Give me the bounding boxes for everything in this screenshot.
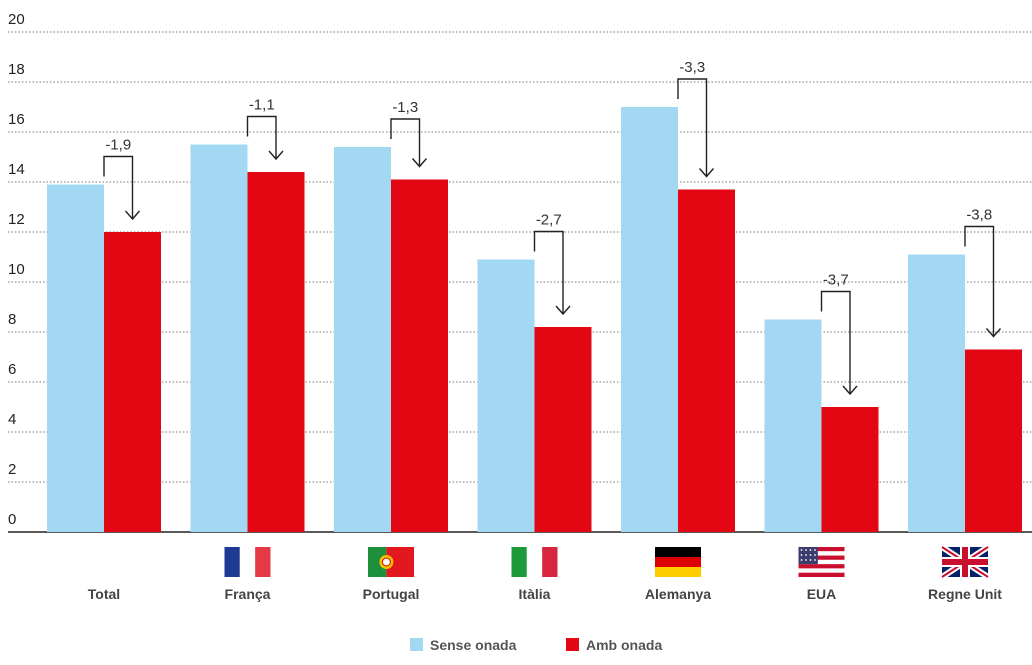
difference-bracket [103, 155, 134, 219]
bar-amb-onada [678, 189, 735, 532]
bar-sense-onada [190, 144, 248, 532]
legend-label: Amb onada [586, 637, 662, 653]
category-label: Itàlia [519, 586, 551, 602]
y-tick-label: 16 [8, 111, 25, 128]
legend: Sense onada Amb onada [410, 637, 662, 653]
category-label: Portugal [363, 586, 420, 602]
y-tick-label: 8 [8, 311, 16, 328]
difference-bracket [246, 115, 277, 159]
bar-sense-onada [908, 254, 965, 532]
country-flags [224, 544, 990, 580]
y-tick-label: 2 [8, 461, 16, 478]
legend-swatch [566, 638, 579, 651]
italy-flag [511, 547, 558, 577]
legend-swatch [410, 638, 423, 651]
x-axis-labels: Total França Portugal Itàlia Alemanya EUA Regn… [88, 586, 1002, 602]
bar-sense-onada [764, 319, 822, 532]
difference-label: -2,7 [536, 212, 562, 229]
y-tick-label: 12 [8, 211, 25, 228]
difference-label: -3,8 [966, 207, 992, 224]
y-tick-label: 4 [8, 411, 16, 428]
arrowhead-icon [985, 328, 1002, 338]
arrowhead-icon [555, 305, 571, 316]
y-tick-label: 14 [8, 161, 25, 178]
difference-bracket [964, 225, 995, 337]
category-label: Total [88, 586, 120, 602]
germany-flag [655, 547, 701, 577]
y-tick-label: 0 [8, 511, 16, 528]
difference-label: -1,1 [249, 97, 275, 114]
category-label: Regne Unit [928, 586, 1002, 602]
arrowhead-icon [124, 210, 141, 221]
bar-sense-onada [47, 184, 104, 532]
difference-bracket [677, 78, 708, 177]
bar-amb-onada [965, 349, 1022, 532]
bar-amb-onada [534, 327, 592, 532]
difference-arrows: -1,9 -1,1 -1,3 -2,7 -3,3 -3,7 -3,8 [103, 59, 1002, 396]
difference-label: -1,9 [105, 137, 131, 154]
bar-amb-onada [391, 179, 448, 532]
usa-flag [798, 547, 845, 577]
bar-sense-onada [477, 259, 535, 532]
arrowhead-icon [842, 385, 858, 396]
bar-sense-onada [334, 147, 391, 532]
arrowhead-icon [698, 168, 715, 178]
difference-label: -1,3 [392, 99, 418, 116]
france-flag [224, 547, 271, 577]
arrowhead-icon [268, 150, 284, 161]
portugal-flag [368, 547, 414, 577]
y-tick-label: 20 [8, 11, 25, 28]
difference-bracket [390, 118, 421, 167]
y-tick-label: 18 [8, 61, 25, 78]
difference-label: -3,3 [679, 59, 705, 76]
bar-sense-onada [621, 107, 678, 532]
bar-amb-onada [247, 172, 305, 532]
bars [47, 107, 1022, 532]
bar-amb-onada [821, 407, 879, 532]
y-tick-label: 10 [8, 261, 25, 278]
y-tick-label: 6 [8, 361, 16, 378]
legend-label: Sense onada [430, 637, 517, 653]
arrowhead-icon [411, 158, 428, 168]
bar-amb-onada [104, 232, 161, 532]
uk-flag [940, 544, 990, 580]
difference-bracket [533, 230, 564, 314]
y-axis-ticks: 0 2 4 6 8 10 12 14 16 18 20 [8, 11, 25, 528]
category-label: Alemanya [645, 586, 711, 602]
difference-bracket [820, 290, 851, 394]
category-label: EUA [807, 586, 837, 602]
category-label: França [225, 586, 271, 602]
difference-label: -3,7 [823, 272, 849, 289]
